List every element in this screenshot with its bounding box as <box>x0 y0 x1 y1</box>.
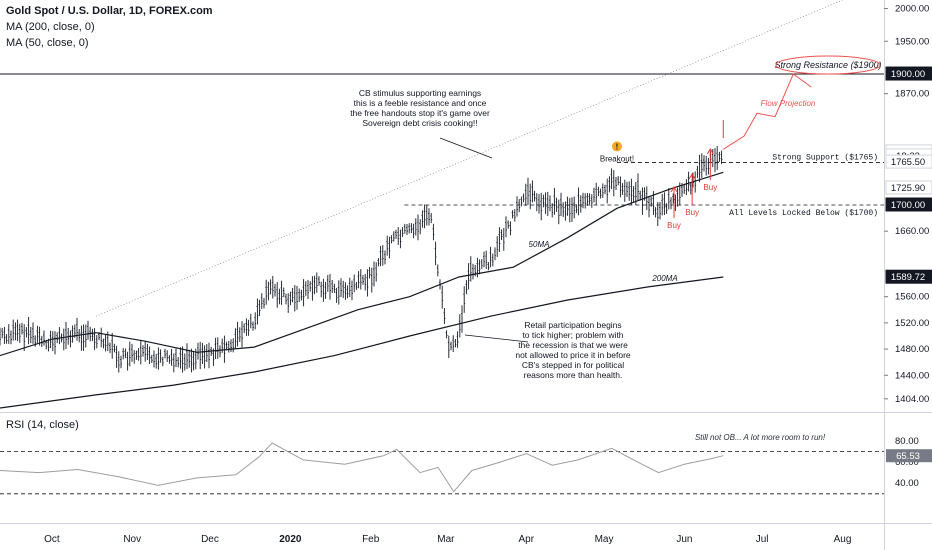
ma50-label: 50MA <box>529 240 550 249</box>
price-tag <box>885 269 932 284</box>
rsi-note: Still not OB... A lot more room to run! <box>695 433 826 442</box>
buy-label: Buy <box>685 208 699 217</box>
rsi-tag-label: 65.53 <box>896 451 920 462</box>
price-tick-label: 2000.00 <box>895 4 929 15</box>
all-levels-label: All Levels Locked Below ($1700) <box>729 209 878 218</box>
rsi-layer: Still not OB... A lot more room to run! <box>0 433 884 495</box>
price-tick-label: 1870.00 <box>895 89 929 100</box>
buy-label: Buy <box>703 183 717 192</box>
retail-note-arrow <box>464 334 529 343</box>
rsi-tick-label: 80.00 <box>895 436 919 447</box>
price-tag-label: 1589.72 <box>891 272 925 283</box>
buy-arrowhead <box>688 173 696 180</box>
breakout-icon <box>611 141 622 152</box>
price-tag <box>885 180 932 195</box>
cb-note-arrow <box>439 137 493 159</box>
ma200-label: 200MA <box>651 274 677 283</box>
breakout-icon-mark: ! <box>616 142 619 151</box>
time-tick-label: Apr <box>518 534 534 545</box>
price-tag <box>885 154 932 169</box>
time-tick-label: Mar <box>437 534 455 545</box>
legend-symbol[interactable]: Gold Spot / U.S. Dollar, 1D, FOREX.com <box>6 5 213 17</box>
price-tick-label: 1560.00 <box>895 292 929 303</box>
time-tick-label: Aug <box>834 534 852 545</box>
time-tick-label: 2020 <box>279 534 302 545</box>
rsi-line <box>0 442 724 493</box>
strong-support-label: Strong Support ($1765) <box>772 153 878 162</box>
price-tag <box>885 66 932 81</box>
buy-arrowhead <box>670 186 678 193</box>
price-tag-label: 1725.90 <box>891 183 925 194</box>
legend-ma50[interactable]: MA (50, close, 0) <box>6 37 89 49</box>
time-tick-label: May <box>595 534 614 545</box>
cb-stimulus-note-text: CB stimulus supporting earnings this is … <box>350 88 490 128</box>
flow-projection-label: Flow Projection <box>761 99 816 108</box>
price-bars <box>0 146 723 373</box>
price-tick-label: 1480.00 <box>895 344 929 355</box>
legend-rsi[interactable]: RSI (14, close) <box>6 419 79 431</box>
legend-ma200[interactable]: MA (200, close, 0) <box>6 21 95 33</box>
price-tag-label: 1900.00 <box>891 69 925 80</box>
time-tick-label: Jul <box>756 534 769 545</box>
price-tag-label: 1700.00 <box>891 200 925 211</box>
time-tick-label: Dec <box>201 534 219 545</box>
buy-arrowhead <box>706 148 714 155</box>
breakout-label: Breakout! <box>600 154 634 163</box>
price-tick-label: 1404.00 <box>895 394 929 405</box>
price-tick-label: 1440.00 <box>895 370 929 381</box>
time-tick-label: Feb <box>362 534 380 545</box>
price-tick-label: 1660.00 <box>895 226 929 237</box>
buy-label: Buy <box>667 221 681 230</box>
price-tag-label: 1765.50 <box>891 157 925 168</box>
axis-layer: 2000.00 1950.00 1870.00 1660.00 1560.00 1520.… <box>44 4 932 545</box>
price-layer: Strong Resistance ($1900) Strong Support … <box>0 0 884 409</box>
strong-resistance-label: Strong Resistance ($1900) <box>774 60 881 70</box>
price-tick-label: 1950.00 <box>895 36 929 47</box>
price-panel-bg <box>0 0 884 412</box>
price-tag <box>885 197 932 212</box>
time-tick-label: Nov <box>123 534 141 545</box>
time-tick-label: Jun <box>676 534 692 545</box>
ma200-line <box>0 276 724 409</box>
resistance-circle <box>775 55 881 75</box>
flow-projection-line <box>723 73 812 150</box>
retail-note: Retail participation begins to tick high… <box>498 320 648 380</box>
price-tick-label: 1520.00 <box>895 318 929 329</box>
retail-note-text: Retail participation begins to tick high… <box>515 320 631 380</box>
time-tick-label: Oct <box>44 534 60 545</box>
rsi-tag <box>886 449 932 463</box>
rsi-tick-label: 40.00 <box>895 478 919 489</box>
cb-stimulus-note: CB stimulus supporting earnings this is … <box>330 88 510 128</box>
rsi-tick-label: 60.00 <box>895 457 919 468</box>
